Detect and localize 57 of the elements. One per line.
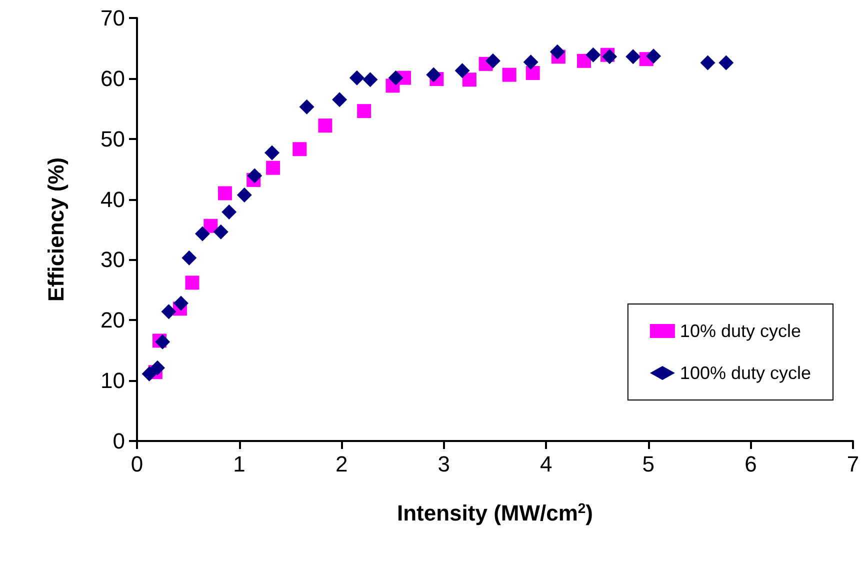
point [357, 104, 372, 118]
point [218, 186, 232, 200]
point [646, 48, 662, 64]
point [626, 49, 641, 64]
point [523, 54, 538, 70]
point [266, 160, 280, 175]
point [318, 118, 332, 133]
x-tick-label: 1 [233, 452, 246, 476]
point [526, 66, 540, 80]
point [462, 72, 476, 87]
point [173, 296, 188, 311]
point [222, 204, 237, 220]
y-axis-title: Efficiency (%) [44, 157, 68, 302]
point [182, 250, 197, 266]
point [586, 47, 601, 62]
point [349, 70, 364, 86]
point [142, 366, 157, 382]
x-tick-label: 6 [744, 452, 757, 476]
point [247, 168, 262, 184]
legend-label: 10% duty cycle [680, 321, 801, 341]
y-tick-label: 40 [100, 186, 125, 212]
point [454, 63, 470, 78]
point [185, 276, 200, 290]
point [502, 68, 516, 82]
point [576, 54, 591, 68]
point [194, 226, 210, 242]
point [718, 55, 734, 70]
point [299, 99, 314, 114]
point [332, 92, 348, 108]
point [292, 142, 307, 156]
x-tick-label: 7 [846, 452, 860, 476]
point [700, 55, 716, 70]
x-tick-label: 0 [130, 452, 144, 476]
point [388, 70, 404, 86]
y-tick-label: 30 [100, 247, 125, 272]
point [150, 360, 165, 376]
point [236, 188, 252, 203]
point [213, 224, 228, 240]
point [550, 44, 565, 60]
point [264, 145, 280, 160]
y-tick-label: 20 [100, 308, 125, 333]
x-tick-label: 5 [642, 452, 655, 476]
x-tick-label: 3 [438, 452, 450, 476]
y-tick-label: 60 [100, 66, 125, 91]
point [161, 304, 176, 320]
y-tick-label: 10 [100, 368, 125, 394]
point [362, 72, 378, 88]
legend-label: 100% duty cycle [680, 363, 812, 383]
point [485, 53, 500, 68]
x-tick-label: 4 [540, 452, 552, 476]
x-tick-label: 2 [335, 452, 348, 476]
y-tick-label: 0 [112, 428, 125, 454]
point [426, 67, 442, 82]
point [602, 49, 618, 64]
y-tick-label: 70 [100, 6, 125, 30]
y-tick-label: 50 [100, 126, 125, 152]
point [155, 334, 170, 350]
